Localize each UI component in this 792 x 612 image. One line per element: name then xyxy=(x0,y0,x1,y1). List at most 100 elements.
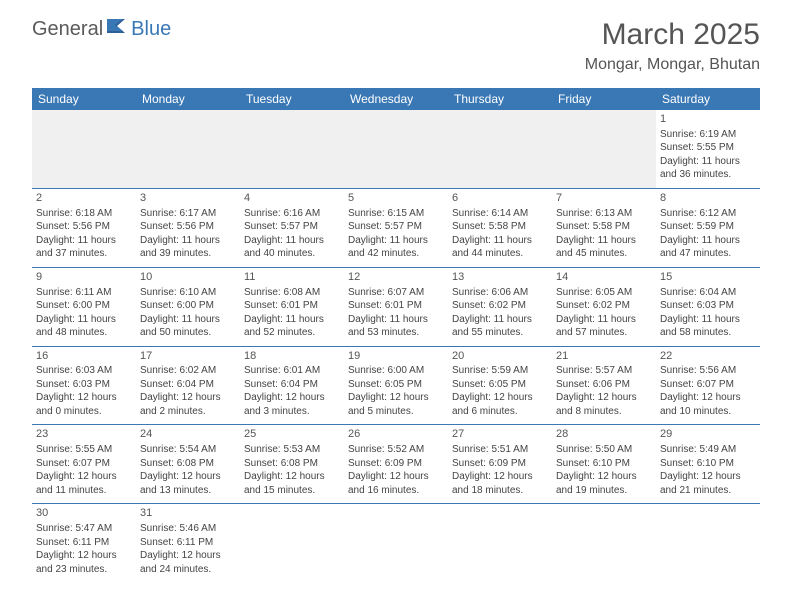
day-number: 20 xyxy=(452,349,548,364)
calendar-cell: 7Sunrise: 6:13 AMSunset: 5:58 PMDaylight… xyxy=(552,188,656,267)
calendar-cell: 28Sunrise: 5:50 AMSunset: 6:10 PMDayligh… xyxy=(552,425,656,504)
calendar-cell xyxy=(240,504,344,582)
sunset-text: Sunset: 6:02 PM xyxy=(556,299,652,313)
calendar-cell: 25Sunrise: 5:53 AMSunset: 6:08 PMDayligh… xyxy=(240,425,344,504)
daylight-text: Daylight: 11 hours and 44 minutes. xyxy=(452,234,548,261)
weekday-header: Thursday xyxy=(448,88,552,110)
sunset-text: Sunset: 6:04 PM xyxy=(244,378,340,392)
sunrise-text: Sunrise: 6:13 AM xyxy=(556,207,652,221)
calendar-cell: 19Sunrise: 6:00 AMSunset: 6:05 PMDayligh… xyxy=(344,346,448,425)
day-number: 30 xyxy=(36,506,132,521)
daylight-text: Daylight: 12 hours and 2 minutes. xyxy=(140,391,236,418)
sunset-text: Sunset: 6:07 PM xyxy=(36,457,132,471)
sunrise-text: Sunrise: 6:16 AM xyxy=(244,207,340,221)
sunrise-text: Sunrise: 6:06 AM xyxy=(452,286,548,300)
weekday-header: Monday xyxy=(136,88,240,110)
daylight-text: Daylight: 11 hours and 53 minutes. xyxy=(348,313,444,340)
sunset-text: Sunset: 6:04 PM xyxy=(140,378,236,392)
sunset-text: Sunset: 6:02 PM xyxy=(452,299,548,313)
weekday-header: Saturday xyxy=(656,88,760,110)
calendar-cell: 16Sunrise: 6:03 AMSunset: 6:03 PMDayligh… xyxy=(32,346,136,425)
sunrise-text: Sunrise: 5:55 AM xyxy=(36,443,132,457)
sunrise-text: Sunrise: 5:49 AM xyxy=(660,443,756,457)
sunrise-text: Sunrise: 5:56 AM xyxy=(660,364,756,378)
sunrise-text: Sunrise: 6:18 AM xyxy=(36,207,132,221)
daylight-text: Daylight: 11 hours and 42 minutes. xyxy=(348,234,444,261)
day-number: 8 xyxy=(660,191,756,206)
calendar-cell: 8Sunrise: 6:12 AMSunset: 5:59 PMDaylight… xyxy=(656,188,760,267)
sunset-text: Sunset: 6:11 PM xyxy=(140,536,236,550)
calendar-cell: 13Sunrise: 6:06 AMSunset: 6:02 PMDayligh… xyxy=(448,267,552,346)
weekday-header: Wednesday xyxy=(344,88,448,110)
calendar-cell xyxy=(656,504,760,582)
day-number: 7 xyxy=(556,191,652,206)
weekday-header: Sunday xyxy=(32,88,136,110)
daylight-text: Daylight: 12 hours and 15 minutes. xyxy=(244,470,340,497)
daylight-text: Daylight: 12 hours and 13 minutes. xyxy=(140,470,236,497)
day-number: 24 xyxy=(140,427,236,442)
daylight-text: Daylight: 11 hours and 40 minutes. xyxy=(244,234,340,261)
sunset-text: Sunset: 6:10 PM xyxy=(556,457,652,471)
sunrise-text: Sunrise: 6:04 AM xyxy=(660,286,756,300)
sunrise-text: Sunrise: 5:52 AM xyxy=(348,443,444,457)
calendar-cell xyxy=(240,110,344,188)
sunrise-text: Sunrise: 5:54 AM xyxy=(140,443,236,457)
calendar-cell: 20Sunrise: 5:59 AMSunset: 6:05 PMDayligh… xyxy=(448,346,552,425)
day-number: 17 xyxy=(140,349,236,364)
calendar-cell: 17Sunrise: 6:02 AMSunset: 6:04 PMDayligh… xyxy=(136,346,240,425)
daylight-text: Daylight: 12 hours and 16 minutes. xyxy=(348,470,444,497)
day-number: 18 xyxy=(244,349,340,364)
day-number: 11 xyxy=(244,270,340,285)
day-number: 25 xyxy=(244,427,340,442)
daylight-text: Daylight: 12 hours and 19 minutes. xyxy=(556,470,652,497)
calendar-cell: 9Sunrise: 6:11 AMSunset: 6:00 PMDaylight… xyxy=(32,267,136,346)
calendar-cell: 11Sunrise: 6:08 AMSunset: 6:01 PMDayligh… xyxy=(240,267,344,346)
sunrise-text: Sunrise: 6:02 AM xyxy=(140,364,236,378)
day-number: 29 xyxy=(660,427,756,442)
calendar-cell: 1Sunrise: 6:19 AMSunset: 5:55 PMDaylight… xyxy=(656,110,760,188)
calendar-cell xyxy=(552,504,656,582)
day-number: 22 xyxy=(660,349,756,364)
sunset-text: Sunset: 6:00 PM xyxy=(140,299,236,313)
calendar-cell: 23Sunrise: 5:55 AMSunset: 6:07 PMDayligh… xyxy=(32,425,136,504)
calendar-cell: 14Sunrise: 6:05 AMSunset: 6:02 PMDayligh… xyxy=(552,267,656,346)
daylight-text: Daylight: 11 hours and 45 minutes. xyxy=(556,234,652,261)
sunrise-text: Sunrise: 6:05 AM xyxy=(556,286,652,300)
daylight-text: Daylight: 11 hours and 55 minutes. xyxy=(452,313,548,340)
sunrise-text: Sunrise: 6:07 AM xyxy=(348,286,444,300)
sunset-text: Sunset: 6:01 PM xyxy=(348,299,444,313)
daylight-text: Daylight: 12 hours and 6 minutes. xyxy=(452,391,548,418)
logo-text-general: General xyxy=(32,18,103,41)
calendar-cell: 15Sunrise: 6:04 AMSunset: 6:03 PMDayligh… xyxy=(656,267,760,346)
sunset-text: Sunset: 6:11 PM xyxy=(36,536,132,550)
sunrise-text: Sunrise: 6:03 AM xyxy=(36,364,132,378)
month-title: March 2025 xyxy=(585,18,760,52)
day-number: 9 xyxy=(36,270,132,285)
daylight-text: Daylight: 11 hours and 58 minutes. xyxy=(660,313,756,340)
day-number: 13 xyxy=(452,270,548,285)
day-number: 10 xyxy=(140,270,236,285)
calendar-cell: 22Sunrise: 5:56 AMSunset: 6:07 PMDayligh… xyxy=(656,346,760,425)
sunset-text: Sunset: 6:05 PM xyxy=(348,378,444,392)
daylight-text: Daylight: 12 hours and 3 minutes. xyxy=(244,391,340,418)
sunrise-text: Sunrise: 6:01 AM xyxy=(244,364,340,378)
daylight-text: Daylight: 12 hours and 0 minutes. xyxy=(36,391,132,418)
sunset-text: Sunset: 5:56 PM xyxy=(140,220,236,234)
logo: General Blue xyxy=(32,18,171,41)
daylight-text: Daylight: 11 hours and 50 minutes. xyxy=(140,313,236,340)
calendar-cell: 18Sunrise: 6:01 AMSunset: 6:04 PMDayligh… xyxy=(240,346,344,425)
daylight-text: Daylight: 11 hours and 52 minutes. xyxy=(244,313,340,340)
day-number: 15 xyxy=(660,270,756,285)
weekday-header: Friday xyxy=(552,88,656,110)
calendar-cell: 6Sunrise: 6:14 AMSunset: 5:58 PMDaylight… xyxy=(448,188,552,267)
calendar-table: SundayMondayTuesdayWednesdayThursdayFrid… xyxy=(32,88,760,582)
daylight-text: Daylight: 11 hours and 39 minutes. xyxy=(140,234,236,261)
calendar-cell xyxy=(448,504,552,582)
sunset-text: Sunset: 6:10 PM xyxy=(660,457,756,471)
weekday-header: Tuesday xyxy=(240,88,344,110)
calendar-cell: 26Sunrise: 5:52 AMSunset: 6:09 PMDayligh… xyxy=(344,425,448,504)
sunrise-text: Sunrise: 6:12 AM xyxy=(660,207,756,221)
day-number: 19 xyxy=(348,349,444,364)
sunrise-text: Sunrise: 5:53 AM xyxy=(244,443,340,457)
location-label: Mongar, Mongar, Bhutan xyxy=(585,56,760,74)
